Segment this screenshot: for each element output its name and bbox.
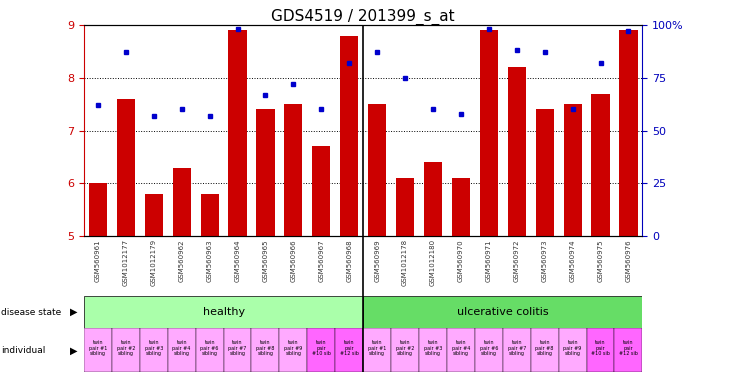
Bar: [364, 328, 391, 372]
Text: twin
pair
#12 sib: twin pair #12 sib: [619, 340, 638, 356]
Bar: [112, 328, 140, 372]
Bar: [228, 30, 247, 236]
Bar: [564, 104, 582, 236]
Text: twin
pair #3
sibling: twin pair #3 sibling: [424, 340, 442, 356]
Text: GSM560963: GSM560963: [207, 239, 212, 282]
Bar: [424, 162, 442, 236]
Text: ▶: ▶: [70, 346, 77, 356]
Text: GSM1012179: GSM1012179: [151, 239, 157, 286]
Text: GSM560964: GSM560964: [234, 239, 240, 281]
Bar: [474, 328, 503, 372]
Bar: [507, 67, 526, 236]
Text: ulcerative colitis: ulcerative colitis: [457, 307, 549, 317]
Bar: [391, 328, 419, 372]
Text: twin
pair #7
sibling: twin pair #7 sibling: [228, 340, 247, 356]
Text: GSM560972: GSM560972: [514, 239, 520, 281]
Text: disease state: disease state: [1, 308, 62, 317]
Bar: [447, 328, 474, 372]
Bar: [536, 109, 554, 236]
Text: GSM560967: GSM560967: [318, 239, 324, 282]
Text: twin
pair #7
sibling: twin pair #7 sibling: [507, 340, 526, 356]
Text: twin
pair #9
sibling: twin pair #9 sibling: [564, 340, 582, 356]
Text: GSM560962: GSM560962: [179, 239, 185, 281]
Text: GSM560969: GSM560969: [374, 239, 380, 282]
Bar: [452, 178, 470, 236]
Bar: [364, 296, 642, 328]
Bar: [140, 328, 168, 372]
Bar: [196, 328, 223, 372]
Bar: [368, 104, 386, 236]
Bar: [284, 104, 302, 236]
Text: GSM560974: GSM560974: [569, 239, 575, 281]
Text: twin
pair #8
sibling: twin pair #8 sibling: [256, 340, 274, 356]
Text: twin
pair #9
sibling: twin pair #9 sibling: [284, 340, 302, 356]
Bar: [172, 167, 191, 236]
Bar: [503, 328, 531, 372]
Text: GSM560965: GSM560965: [263, 239, 269, 281]
Text: twin
pair #3
sibling: twin pair #3 sibling: [145, 340, 163, 356]
Text: twin
pair #8
sibling: twin pair #8 sibling: [536, 340, 554, 356]
Bar: [558, 328, 587, 372]
Text: GSM560976: GSM560976: [626, 239, 631, 282]
Bar: [615, 328, 642, 372]
Text: GSM560968: GSM560968: [346, 239, 352, 282]
Bar: [168, 328, 196, 372]
Title: GDS4519 / 201399_s_at: GDS4519 / 201399_s_at: [272, 9, 455, 25]
Text: twin
pair #1
sibling: twin pair #1 sibling: [89, 340, 107, 356]
Text: GSM560973: GSM560973: [542, 239, 548, 282]
Text: GSM1012177: GSM1012177: [123, 239, 128, 286]
Text: ▶: ▶: [70, 307, 77, 317]
Bar: [312, 146, 331, 236]
Text: GSM1012180: GSM1012180: [430, 239, 436, 286]
Text: twin
pair #2
sibling: twin pair #2 sibling: [396, 340, 414, 356]
Bar: [419, 328, 447, 372]
Bar: [480, 30, 498, 236]
Text: twin
pair #4
sibling: twin pair #4 sibling: [172, 340, 191, 356]
Text: GSM560966: GSM560966: [291, 239, 296, 282]
Bar: [280, 328, 307, 372]
Bar: [251, 328, 280, 372]
Text: healthy: healthy: [202, 307, 245, 317]
Bar: [587, 328, 615, 372]
Text: twin
pair #4
sibling: twin pair #4 sibling: [452, 340, 470, 356]
Text: twin
pair #6
sibling: twin pair #6 sibling: [201, 340, 219, 356]
Text: twin
pair #1
sibling: twin pair #1 sibling: [368, 340, 386, 356]
Bar: [89, 184, 107, 236]
Text: GSM1012178: GSM1012178: [402, 239, 408, 286]
Bar: [256, 109, 274, 236]
Text: twin
pair
#12 sib: twin pair #12 sib: [339, 340, 358, 356]
Text: GSM560971: GSM560971: [486, 239, 492, 282]
Bar: [591, 94, 610, 236]
Text: GSM560975: GSM560975: [598, 239, 604, 281]
Bar: [307, 328, 335, 372]
Bar: [84, 328, 112, 372]
Bar: [223, 328, 251, 372]
Text: twin
pair
#10 sib: twin pair #10 sib: [591, 340, 610, 356]
Bar: [619, 30, 637, 236]
Bar: [335, 328, 364, 372]
Text: twin
pair #6
sibling: twin pair #6 sibling: [480, 340, 498, 356]
Text: twin
pair
#10 sib: twin pair #10 sib: [312, 340, 331, 356]
Text: GSM560961: GSM560961: [95, 239, 101, 282]
Bar: [117, 99, 135, 236]
Bar: [340, 36, 358, 236]
Bar: [84, 296, 364, 328]
Text: GSM560970: GSM560970: [458, 239, 464, 282]
Bar: [531, 328, 558, 372]
Bar: [201, 194, 219, 236]
Bar: [396, 178, 414, 236]
Text: twin
pair #2
sibling: twin pair #2 sibling: [117, 340, 135, 356]
Text: individual: individual: [1, 346, 46, 355]
Bar: [145, 194, 163, 236]
